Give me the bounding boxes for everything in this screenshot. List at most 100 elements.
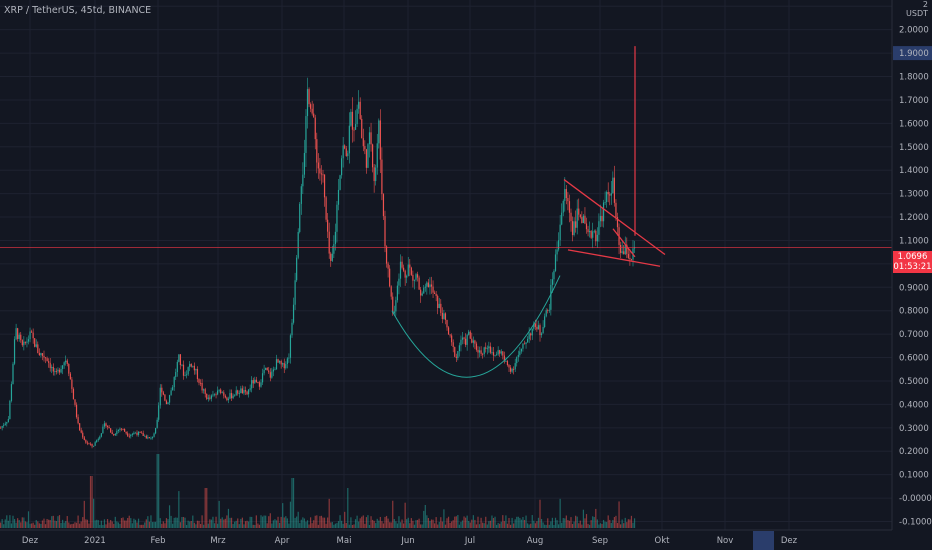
volume-bar [4,519,6,528]
candle-body [230,393,233,399]
candle-body [272,369,274,372]
volume-bar [24,521,26,528]
candle-body [537,325,540,330]
volume-bar [9,515,11,528]
volume-bar [334,523,336,528]
volume-bar [489,520,491,528]
candle-body [66,360,68,365]
candle-body [612,177,614,194]
volume-bar [282,503,284,528]
volume-bar [49,520,51,528]
volume-bar [96,519,98,528]
price-tick-label: 0.1000 [899,471,929,481]
volume-bar [365,517,367,528]
candle-body [587,229,589,233]
candle-body [43,355,45,358]
time-axis[interactable]: Dez 2021 Feb Mrz Apr Mai Jun Jul Aug Sep Okt Nov Dez [22,531,798,550]
candle-body [96,440,98,443]
volume-bar [113,523,115,528]
volume-bar [517,516,519,528]
volume-bar [392,500,394,528]
candle-body [351,111,354,130]
candle-body [310,104,312,109]
volume-bar [147,516,149,528]
candle-body [455,356,457,359]
volume-bar [99,524,101,528]
candle-body [398,278,400,286]
candle-body [297,231,299,258]
candle-body [604,202,606,203]
volume-bar [150,515,152,528]
candle-body [356,108,358,125]
volume-bar [161,523,163,528]
volume-bar [613,517,615,528]
candle-body [581,217,583,223]
volume-bar [117,522,119,528]
candle-body [268,370,270,373]
volume-bar [407,517,409,528]
candle-body [195,369,197,371]
candle-body [499,350,501,354]
volume-bar [31,523,33,528]
volume-bar [71,523,73,528]
candle-body [246,391,248,395]
candle-body [3,425,5,426]
candle-body [46,358,48,362]
candle-body [302,174,304,187]
candle-body [131,433,133,435]
drawing-annotations[interactable] [391,46,666,378]
volume-bar [300,519,302,528]
price-tick-label: 1.3000 [899,190,929,200]
candle-body [585,223,588,230]
candle-body [620,244,622,253]
volume-bar [531,515,533,528]
candle-body [576,208,578,228]
volume-bar [280,516,282,528]
candle-body [602,202,605,222]
candle-body [99,436,101,439]
price-tick-highlight [893,46,932,61]
volume-bar [590,520,592,528]
candle-body [311,108,313,114]
candle-body [446,319,448,328]
volume-bar [43,518,45,528]
volume-bar [382,523,385,528]
candle-body [283,363,285,369]
volume-bar [537,517,540,528]
volume-bar [503,521,505,528]
candle-body [186,374,188,376]
volume-bar [139,524,141,528]
cup-curve [391,275,561,378]
volume-bar [196,520,199,528]
candle-body [472,340,474,343]
candle-body [375,167,377,182]
candle-body [556,249,558,255]
volume-bar [437,524,439,528]
candle-body [289,335,292,358]
volume-bar [15,522,17,528]
volume-bar [303,518,305,528]
volume-bar [331,521,333,528]
volume-bar [542,522,544,528]
volume-bar [533,520,535,528]
price-axis[interactable]: 2.0000 1.9000 1.8000 1.7000 1.6000 1.5000 1.40… [893,26,932,528]
volume-bar [82,517,84,528]
candle-body [127,433,129,436]
volume-bar [432,519,434,528]
symbol-title: XRP / TetherUS, 45td, BINANCE [4,5,152,16]
volume-bar [589,524,591,528]
volume-bar [486,524,488,528]
candle-body [582,215,584,223]
candle-body [52,366,54,372]
price-tick-label: 1.1000 [899,236,929,246]
price-tick-label: -0.0000 [899,494,932,504]
volume-bar [447,516,450,528]
time-tick-label: Aug [527,536,544,546]
candle-body [308,89,310,105]
candle-body [91,443,93,447]
volume-bar [215,516,217,528]
volume-bar [12,515,14,528]
volume-bar [186,524,188,528]
candle-body [261,373,264,383]
